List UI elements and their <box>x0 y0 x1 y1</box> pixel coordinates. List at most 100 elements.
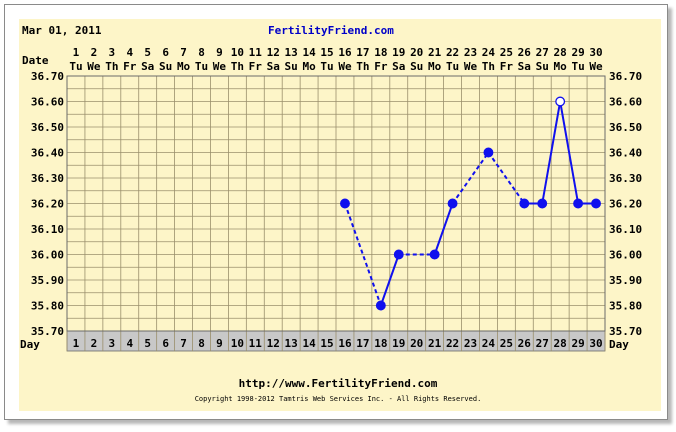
date-tick-label: 16 <box>338 46 352 59</box>
day-tick-label: 26 <box>518 337 532 350</box>
date-tick-label: 10 <box>231 46 244 59</box>
y-tick-label-left: 36.10 <box>31 223 64 236</box>
day-tick-label: 9 <box>216 337 223 350</box>
weekday-tick-label: Tu <box>69 60 82 73</box>
chart-date: Mar 01, 2011 <box>22 24 102 37</box>
weekday-tick-label: Su <box>159 60 172 73</box>
day-tick-label: 25 <box>500 337 513 350</box>
date-tick-label: 9 <box>216 46 223 59</box>
date-tick-label: 8 <box>198 46 205 59</box>
y-tick-label-right: 36.40 <box>609 147 642 160</box>
weekday-tick-label: Mo <box>177 60 191 73</box>
date-tick-label: 1 <box>73 46 80 59</box>
series-segment-dashed <box>451 151 490 205</box>
weekday-tick-label: Sa <box>141 60 154 73</box>
day-tick-label: 11 <box>249 337 263 350</box>
series-segment-dashed <box>487 151 526 205</box>
y-tick-label-right: 36.50 <box>609 121 642 134</box>
site-title-link[interactable]: FertilityFriend.com <box>268 24 394 37</box>
y-tick-label-right: 35.70 <box>609 325 642 338</box>
y-tick-label-left: 36.60 <box>31 96 64 109</box>
y-tick-label-right: 36.60 <box>609 96 642 109</box>
day-tick-label: 14 <box>302 337 316 350</box>
weekday-tick-label: Th <box>105 60 118 73</box>
day-tick-label: 17 <box>356 337 369 350</box>
data-point <box>375 300 386 311</box>
weekday-tick-label: Su <box>410 60 423 73</box>
weekday-tick-label: We <box>589 60 603 73</box>
data-point <box>537 198 548 209</box>
weekday-tick-label: Sa <box>392 60 405 73</box>
data-point <box>483 147 494 158</box>
day-tick-label: 23 <box>464 337 477 350</box>
plot-border <box>66 75 606 332</box>
y-tick-label-left: 35.80 <box>31 300 64 313</box>
date-tick-label: 26 <box>518 46 532 59</box>
data-point <box>591 198 601 209</box>
series-segment <box>559 101 580 204</box>
weekday-tick-label: We <box>464 60 478 73</box>
weekday-tick-label: Tu <box>320 60 333 73</box>
data-point <box>573 198 584 209</box>
date-tick-label: 22 <box>446 46 459 59</box>
y-tick-label-left: 35.70 <box>31 325 64 338</box>
weekday-tick-label: Th <box>356 60 369 73</box>
date-tick-label: 14 <box>302 46 316 59</box>
series-segment <box>541 101 562 204</box>
date-tick-label: 17 <box>356 46 369 59</box>
day-tick-label: 29 <box>571 337 584 350</box>
day-tick-label: 3 <box>109 337 116 350</box>
day-tick-label: 30 <box>589 337 602 350</box>
date-tick-label: 5 <box>144 46 151 59</box>
weekday-tick-label: Tu <box>571 60 584 73</box>
day-tick-label: 27 <box>536 337 549 350</box>
date-tick-label: 21 <box>428 46 442 59</box>
weekday-tick-label: Th <box>482 60 495 73</box>
date-tick-label: 13 <box>285 46 298 59</box>
day-tick-label: 28 <box>554 337 567 350</box>
date-tick-label: 27 <box>536 46 549 59</box>
date-tick-label: 15 <box>320 46 333 59</box>
weekday-tick-label: Sa <box>267 60 280 73</box>
date-tick-label: 3 <box>109 46 116 59</box>
date-tick-label: 29 <box>571 46 584 59</box>
day-tick-label: 10 <box>231 337 244 350</box>
data-point-open <box>555 96 566 107</box>
date-tick-label: 19 <box>392 46 405 59</box>
footer-url-link[interactable]: http://www.FertilityFriend.com <box>238 377 438 390</box>
day-tick-label: 19 <box>392 337 405 350</box>
y-tick-label-left: 36.70 <box>31 70 64 83</box>
date-tick-label: 20 <box>410 46 423 59</box>
weekday-tick-label: Fr <box>123 60 137 73</box>
date-tick-label: 6 <box>162 46 169 59</box>
y-tick-label-right: 36.10 <box>609 223 642 236</box>
day-tick-label: 16 <box>338 337 352 350</box>
weekday-tick-label: Tu <box>446 60 459 73</box>
y-tick-label-left: 36.00 <box>31 249 64 262</box>
y-tick-label-right: 36.30 <box>609 172 642 185</box>
footer-copyright: Copyright 1998-2012 Tamtris Web Services… <box>194 395 482 403</box>
weekday-tick-label: Su <box>285 60 298 73</box>
day-tick-label: 15 <box>320 337 333 350</box>
day-tick-label: 21 <box>428 337 442 350</box>
date-tick-label: 11 <box>249 46 263 59</box>
day-tick-label: 4 <box>126 337 133 350</box>
weekday-tick-label: Mo <box>554 60 568 73</box>
day-row-label-left: Day <box>20 338 40 351</box>
weekday-tick-label: Th <box>231 60 244 73</box>
day-tick-label: 6 <box>162 337 169 350</box>
data-point <box>519 198 530 209</box>
day-tick-label: 13 <box>285 337 298 350</box>
weekday-tick-label: We <box>338 60 352 73</box>
date-tick-label: 4 <box>126 46 133 59</box>
weekday-tick-label: Fr <box>249 60 263 73</box>
y-tick-label-left: 36.20 <box>31 198 64 211</box>
y-tick-label-right: 35.80 <box>609 300 642 313</box>
date-tick-label: 24 <box>482 46 496 59</box>
day-tick-label: 8 <box>198 337 205 350</box>
y-tick-label-right: 36.70 <box>609 70 642 83</box>
weekday-tick-label: Mo <box>428 60 442 73</box>
weekday-tick-label: Su <box>536 60 549 73</box>
weekday-tick-label: Mo <box>302 60 316 73</box>
